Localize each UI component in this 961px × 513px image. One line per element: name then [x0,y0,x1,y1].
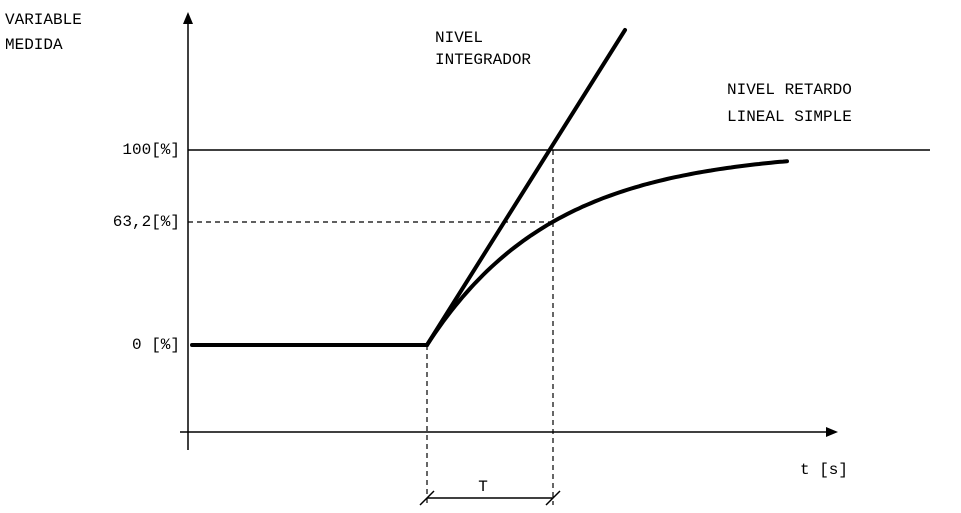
level-label: 0 [%] [132,336,180,354]
curve-label: LINEAL SIMPLE [727,108,852,126]
level-label: 100[%] [122,141,180,159]
x-arrow [826,427,838,437]
t-tick [419,490,435,506]
integrator-line [425,28,627,347]
y-label: MEDIDA [5,36,63,54]
curve-label: INTEGRADOR [435,51,531,69]
curve-label: NIVEL [435,29,483,47]
first-order-curve [425,159,789,347]
curve-label: NIVEL RETARDO [727,81,852,99]
x-label: t [s] [800,461,848,479]
y-label: VARIABLE [5,11,82,29]
level-label: 63,2[%] [113,213,180,231]
time-constant: T [478,478,488,496]
t-tick [545,490,561,506]
y-arrow [183,12,193,24]
